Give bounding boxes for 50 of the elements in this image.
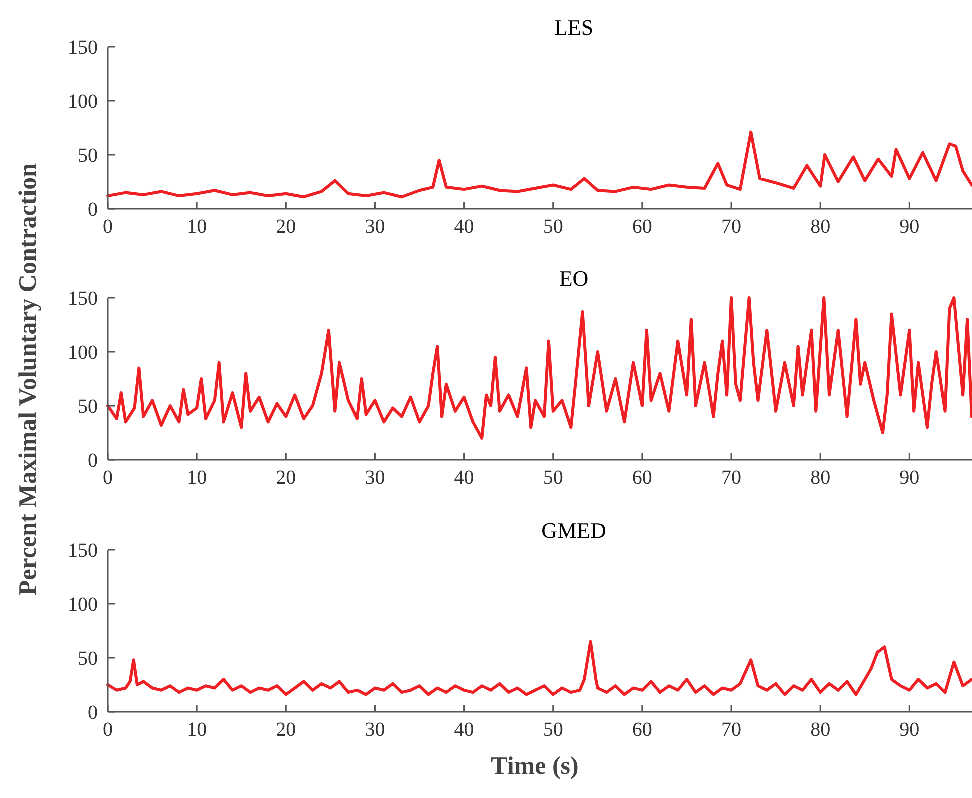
y-tick-label: 100 [68,594,98,616]
y-tick-label: 150 [68,288,98,310]
x-tick-label: 20 [276,216,296,238]
x-tick-label: 50 [543,216,564,238]
x-tick-label: 80 [810,216,831,238]
x-tick-label: 90 [900,467,920,489]
x-tick-label: 60 [632,467,652,489]
line-series [106,640,972,696]
y-tick-label: 100 [68,342,98,364]
x-tick-label: 0 [103,467,113,489]
x-tick-label: 50 [543,467,564,489]
x-tick-label: 40 [454,467,474,489]
x-tick-label: 10 [187,216,208,238]
y-tick-label: 100 [68,91,98,113]
x-tick-label: 40 [454,216,474,238]
x-tick-label: 40 [454,719,474,741]
x-tick-label: 20 [276,467,296,489]
x-tick-label: 70 [722,719,742,741]
x-tick-label: 0 [103,719,113,741]
x-tick-label: 90 [900,719,920,741]
y-tick-label: 0 [88,199,98,221]
y-tick-label: 0 [88,702,98,724]
x-tick-label: 60 [632,216,652,238]
x-tick-label: 80 [810,719,831,741]
x-tick-label: 80 [810,467,831,489]
y-tick-label: 50 [78,648,98,670]
x-axis-title: Time (s) [491,753,579,780]
y-axis-title: Percent Maximal Voluntary Contraction [15,163,42,596]
y-tick-label: 0 [88,450,98,472]
y-tick-label: 150 [68,540,98,562]
y-tick-label: 50 [78,396,98,418]
chart-title: GMED [542,518,606,543]
y-tick-label: 150 [68,37,98,59]
chart-title: EO [559,266,589,291]
x-tick-label: 50 [543,719,564,741]
x-tick-label: 0 [103,216,113,238]
x-tick-label: 10 [187,467,208,489]
chart-title: LES [554,15,594,40]
x-tick-label: 60 [632,719,652,741]
x-tick-label: 30 [365,216,386,238]
x-tick-label: 30 [365,467,386,489]
x-tick-label: 10 [187,719,208,741]
line-series [106,130,972,199]
x-tick-label: 90 [900,216,920,238]
x-tick-label: 30 [365,719,386,741]
x-tick-label: 70 [722,216,742,238]
x-tick-label: 70 [722,467,742,489]
y-tick-label: 50 [78,145,98,167]
x-tick-label: 20 [276,719,296,741]
line-series [106,296,972,440]
